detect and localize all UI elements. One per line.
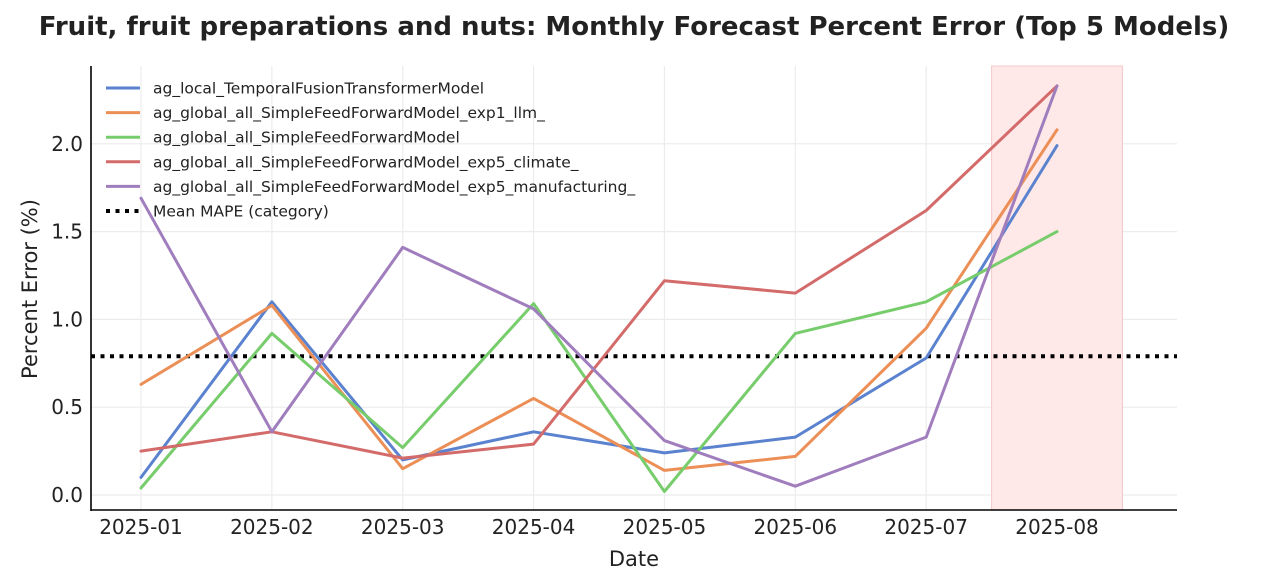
x-tick-label: 2025-05 (623, 515, 707, 539)
legend-label: ag_local_TemporalFusionTransformerModel (153, 80, 484, 99)
legend-label: ag_global_all_SimpleFeedForwardModel_exp… (153, 153, 579, 172)
series-line-3 (139, 230, 1059, 493)
x-tick-label: 2025-03 (361, 515, 445, 539)
x-tick-label: 2025-07 (884, 515, 968, 539)
y-tick-label: 2.0 (51, 132, 83, 156)
y-tick-label: 1.5 (51, 220, 83, 244)
x-axis-label: Date (609, 547, 659, 571)
chart-title: Fruit, fruit preparations and nuts: Mont… (39, 12, 1229, 42)
series-line-2 (139, 128, 1059, 472)
legend-label: ag_global_all_SimpleFeedForwardModel_exp… (153, 104, 545, 123)
x-tick-label: 2025-01 (99, 515, 183, 539)
x-tick-label: 2025-06 (754, 515, 838, 539)
axes (90, 66, 1177, 511)
x-tick-labels: 2025-01 2025-02 2025-03 2025-04 2025-05 2025-… (99, 515, 1099, 539)
x-tick-label: 2025-02 (230, 515, 314, 539)
series-line-1 (139, 144, 1059, 479)
x-tick-label: 2025-04 (492, 515, 576, 539)
y-tick-label: 0.0 (51, 483, 83, 507)
y-tick-label: 0.5 (51, 395, 83, 419)
highlight-region (991, 65, 1123, 511)
legend-label: ag_global_all_SimpleFeedForwardModel_exp… (153, 178, 635, 197)
x-tick-label: 2025-08 (1015, 515, 1099, 539)
series-line-5 (139, 84, 1059, 488)
series-group (139, 84, 1059, 493)
legend-label: ag_global_all_SimpleFeedForwardModel (153, 129, 460, 148)
series-line-4 (139, 84, 1059, 460)
y-tick-labels: 0.0 0.5 1.0 1.5 2.0 (51, 132, 83, 507)
legend: ag_local_TemporalFusionTransformerModela… (106, 80, 635, 221)
legend-label-mean-mape: Mean MAPE (category) (153, 203, 329, 221)
y-axis-label: Percent Error (%) (18, 199, 42, 379)
y-tick-label: 1.0 (51, 307, 83, 331)
